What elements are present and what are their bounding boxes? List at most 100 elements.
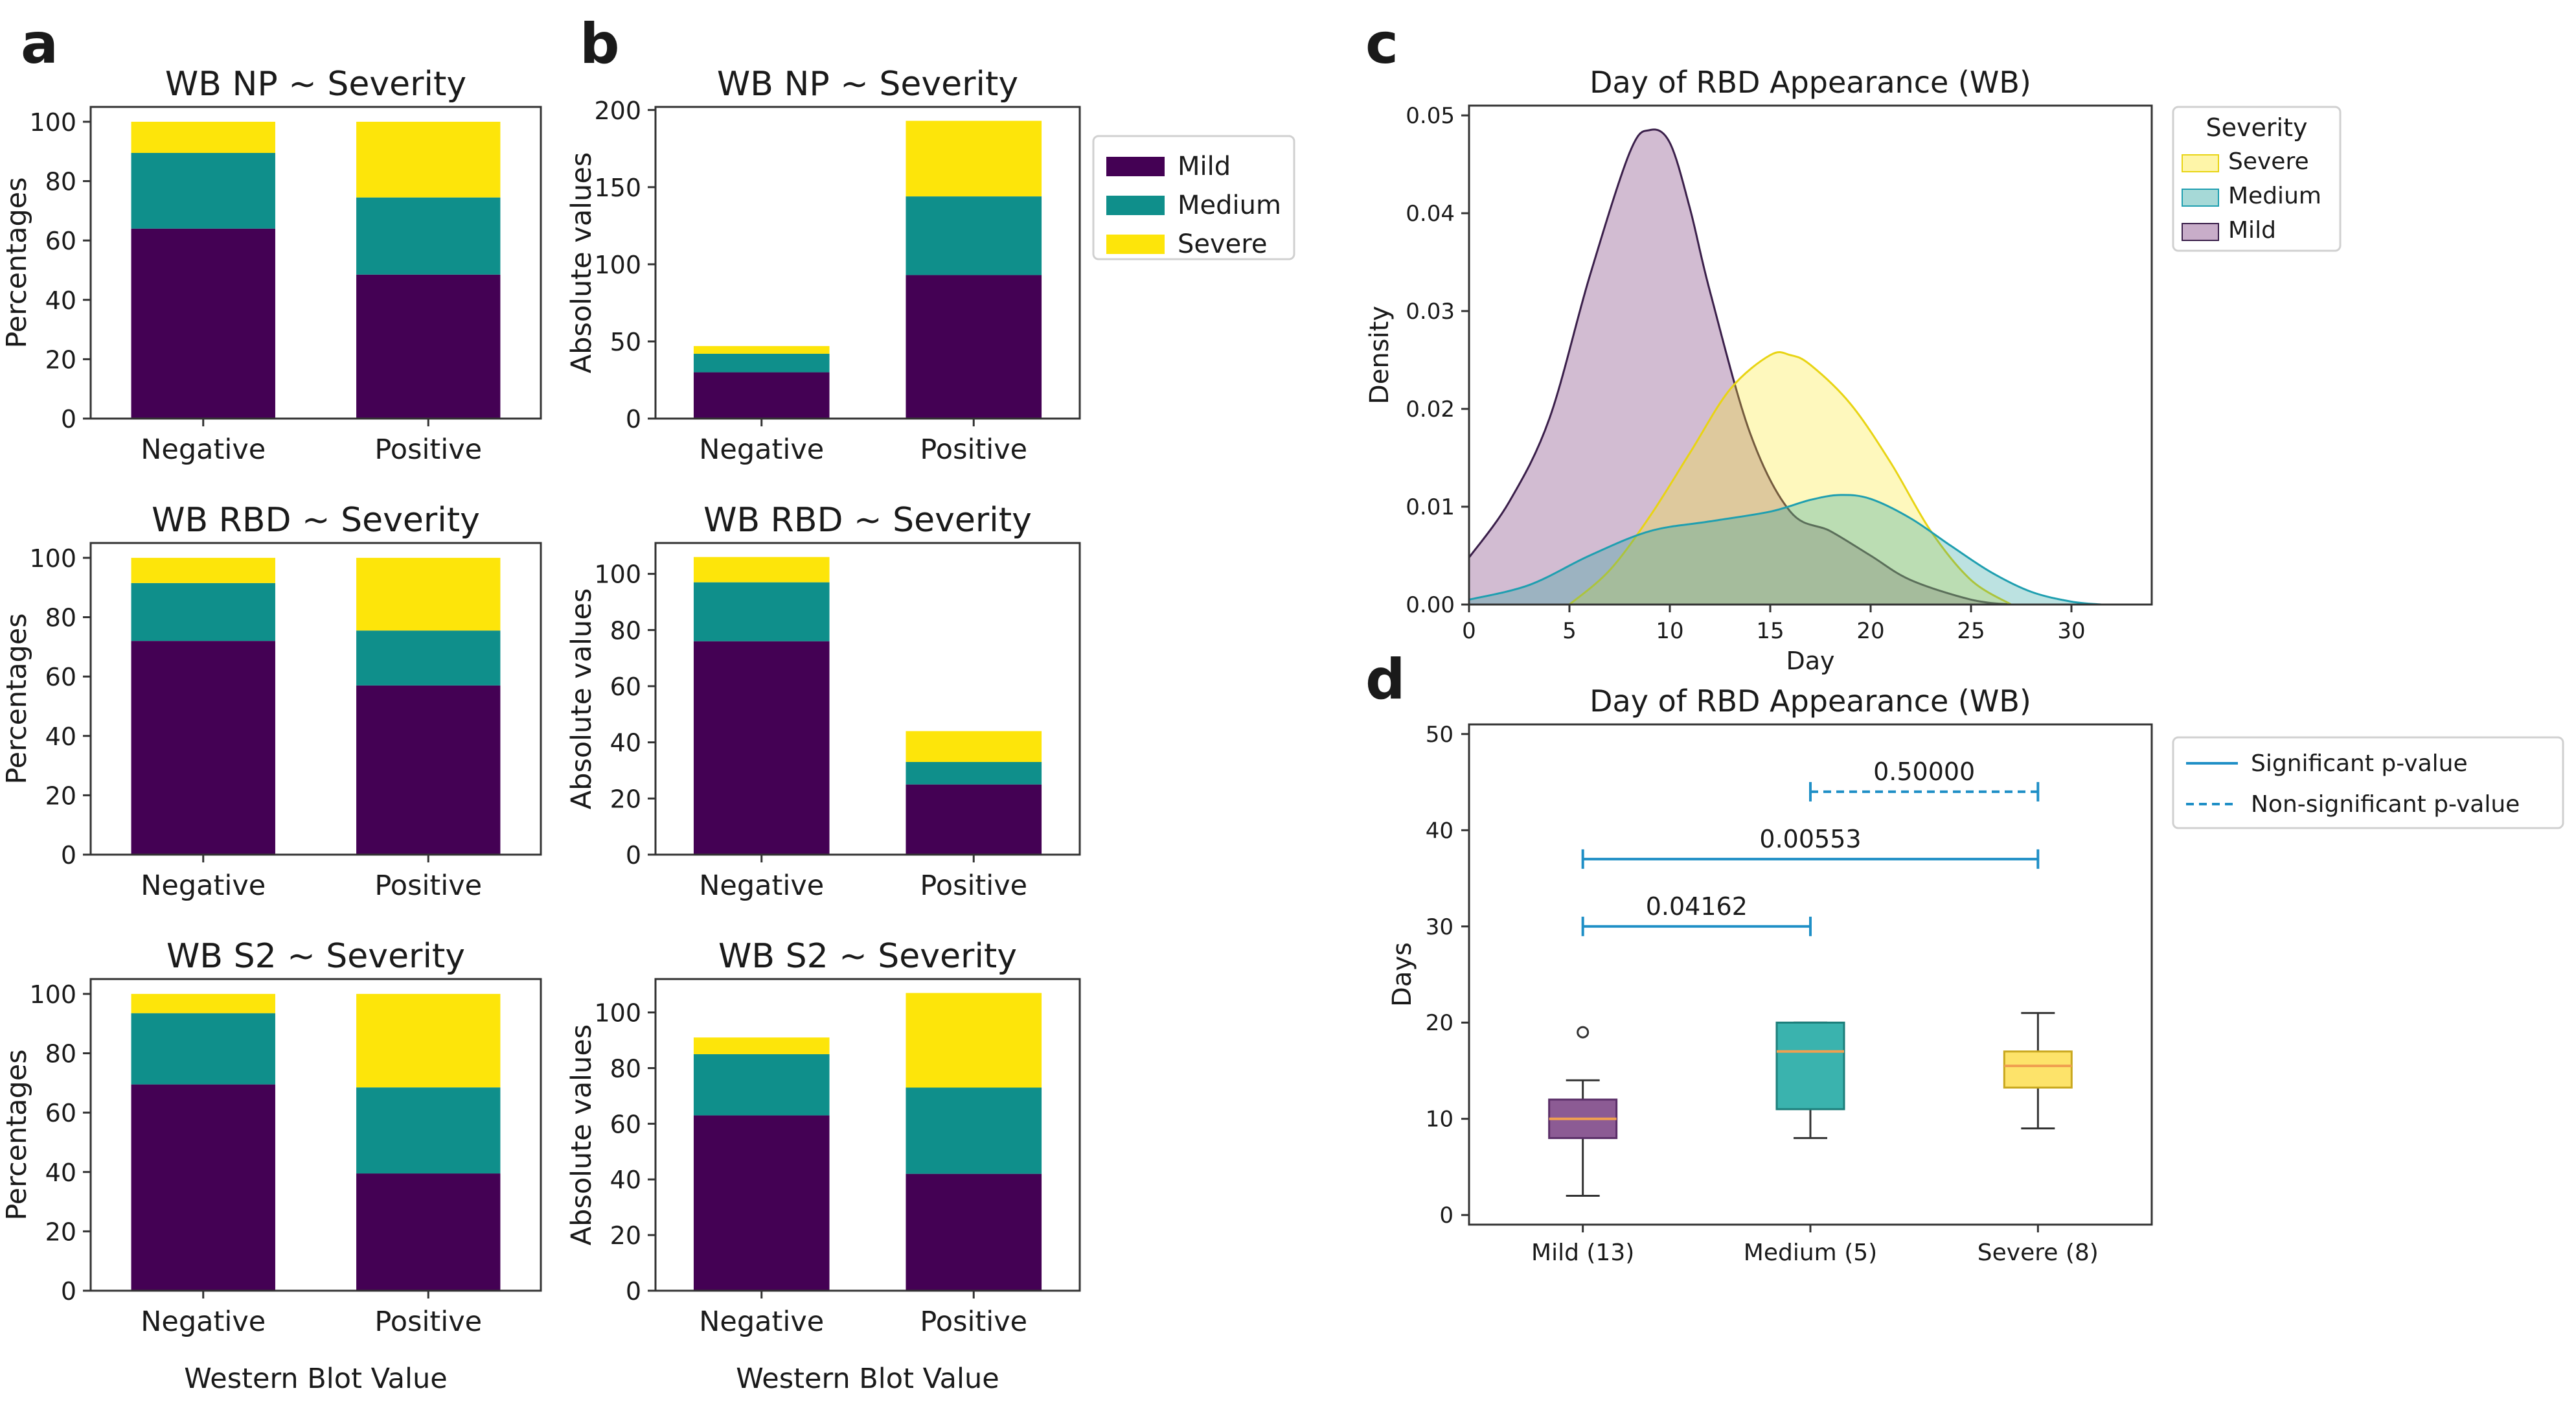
chart-b2-rbd-absolute: WB RBD ~ Severity Negative Positive 0 20 40 60… xyxy=(565,501,1081,902)
bar-medium-negative xyxy=(693,1054,830,1116)
y-axis-label: Percentages xyxy=(1,177,33,348)
bar-severe-positive xyxy=(356,557,501,631)
x-tick-label: 30 xyxy=(2057,618,2085,644)
chart-title: WB RBD ~ Severity xyxy=(703,501,1032,540)
y-tick-label: 20 xyxy=(1426,1010,1453,1036)
y-axis-label: Percentages xyxy=(1,613,33,784)
chart-b3-s2-absolute: WB S2 ~ Severity Negative Positive 0 20 40 60 8… xyxy=(565,937,1081,1395)
chart-a1-np-percentages: WB NP ~ Severity Negative Positive 0 20 40 60 8… xyxy=(1,65,542,466)
x-tick-label: 5 xyxy=(1562,618,1577,644)
bar-mild-positive xyxy=(906,784,1042,855)
y-tick-label: 40 xyxy=(45,1159,76,1187)
chart-c-density: 0 5 10 15 20 25 30 0.00 0.01 0.02 0.03 0.04 0.05 Day … xyxy=(1365,65,2342,675)
chart-a3-s2-percentages: WB S2 ~ Severity Negative Positive 0 20 40 60 8… xyxy=(1,937,542,1395)
bar-mild-positive xyxy=(906,1173,1042,1291)
density-area-mild xyxy=(1469,129,2011,605)
panel-label-a: a xyxy=(21,12,58,76)
legend-label-nonsignificant: Non-significant p-value xyxy=(2251,791,2520,818)
bar-severe-negative xyxy=(693,557,830,583)
legend-frame xyxy=(2172,736,2564,829)
bar-medium-negative xyxy=(131,1013,275,1085)
bar-medium-negative xyxy=(693,353,830,373)
chart-title: WB S2 ~ Severity xyxy=(718,937,1017,976)
y-tick-label: 60 xyxy=(610,1110,641,1138)
plot-frame xyxy=(654,542,1081,856)
x-tick-label: Positive xyxy=(920,870,1027,902)
p-value-label: 0.04162 xyxy=(1646,892,1748,921)
y-axis-label: Absolute values xyxy=(565,1024,598,1245)
y-tick-label: 20 xyxy=(45,1218,76,1246)
legend-swatch-mild xyxy=(2182,223,2219,241)
chart-b1-np-absolute: WB NP ~ Severity Negative Positive 0 50 100 15… xyxy=(565,65,1081,466)
legend-label-medium: Medium xyxy=(1178,190,1281,220)
y-tick-label: 100 xyxy=(594,251,641,279)
y-axis-label: Density xyxy=(1365,306,1395,404)
outlier-point xyxy=(1577,1026,1590,1039)
y-tick-label: 80 xyxy=(610,616,641,645)
bar-medium-positive xyxy=(356,197,501,275)
bar-medium-positive xyxy=(356,630,501,686)
y-tick-label: 0.01 xyxy=(1406,494,1455,520)
chart-d-boxplot: Mild (13) Medium (5) Severe (8) 0.04162 0.00… xyxy=(1387,684,2564,1266)
y-tick-label: 40 xyxy=(45,286,76,315)
y-tick-label: 100 xyxy=(29,980,76,1009)
bar-medium-positive xyxy=(906,196,1042,275)
bar-severe-positive xyxy=(356,121,501,198)
box-severe xyxy=(2003,1050,2073,1089)
plot-frame xyxy=(654,978,1081,1292)
chart-a2-rbd-percentages: WB RBD ~ Severity Negative Positive 0 20 40 60… xyxy=(1,501,542,902)
y-tick-label: 60 xyxy=(45,1099,76,1127)
chart-title: Day of RBD Appearance (WB) xyxy=(1590,65,2031,100)
x-tick-label: Negative xyxy=(141,1306,266,1338)
chart-title: WB S2 ~ Severity xyxy=(166,937,465,976)
x-tick-label: Positive xyxy=(374,433,482,466)
bar-mild-positive xyxy=(356,274,501,419)
y-tick-label: 150 xyxy=(594,174,641,202)
y-tick-label: 80 xyxy=(45,604,76,632)
legend-swatch-mild xyxy=(1106,157,1165,176)
chart-title: WB NP ~ Severity xyxy=(717,65,1018,104)
legend-swatch-severe xyxy=(2182,154,2219,172)
bar-mild-negative xyxy=(131,228,275,419)
legend-label-medium: Medium xyxy=(2228,183,2321,209)
legend-label-significant: Significant p-value xyxy=(2251,750,2468,777)
bar-severe-positive xyxy=(906,121,1042,197)
x-tick-label: 10 xyxy=(1656,618,1683,644)
y-tick-label: 60 xyxy=(610,673,641,701)
bar-medium-negative xyxy=(131,153,275,229)
x-tick-label: Positive xyxy=(374,1306,482,1338)
legend-label-severe: Severe xyxy=(2228,148,2309,175)
plot-frame xyxy=(1468,723,2153,1226)
y-tick-label: 40 xyxy=(610,1166,641,1194)
bar-mild-positive xyxy=(356,685,501,855)
box-medium xyxy=(1775,1021,1845,1111)
y-tick-label: 0 xyxy=(626,405,641,433)
bar-mild-negative xyxy=(693,372,830,419)
y-tick-label: 0.04 xyxy=(1406,201,1455,227)
legend-label-mild: Mild xyxy=(1178,152,1231,181)
bar-severe-negative xyxy=(693,346,830,354)
x-axis-label: Day xyxy=(1786,647,1834,675)
y-tick-label: 0.02 xyxy=(1406,397,1455,422)
x-tick-label: Negative xyxy=(699,870,824,902)
y-axis-label: Absolute values xyxy=(565,152,598,373)
chart-title: WB RBD ~ Severity xyxy=(152,501,480,540)
y-tick-label: 0 xyxy=(626,1277,641,1306)
plot-frame xyxy=(89,106,542,420)
legend-swatch-medium xyxy=(2182,189,2219,207)
plot-frame xyxy=(89,978,542,1292)
x-tick-label: Positive xyxy=(920,433,1027,466)
y-tick-label: 50 xyxy=(610,328,641,356)
legend-swatch-medium xyxy=(1106,196,1165,215)
chart-title: Day of RBD Appearance (WB) xyxy=(1590,684,2031,719)
x-tick-label: Negative xyxy=(699,433,824,466)
legend-frame xyxy=(2172,106,2342,252)
y-tick-label: 0.00 xyxy=(1406,592,1455,618)
y-tick-label: 100 xyxy=(29,108,76,137)
y-tick-label: 60 xyxy=(45,227,76,255)
y-tick-label: 30 xyxy=(1426,914,1453,940)
bar-mild-negative xyxy=(693,1115,830,1291)
y-tick-label: 200 xyxy=(594,97,641,125)
y-axis-label: Days xyxy=(1387,942,1417,1007)
legend-swatch-severe xyxy=(1106,235,1165,254)
